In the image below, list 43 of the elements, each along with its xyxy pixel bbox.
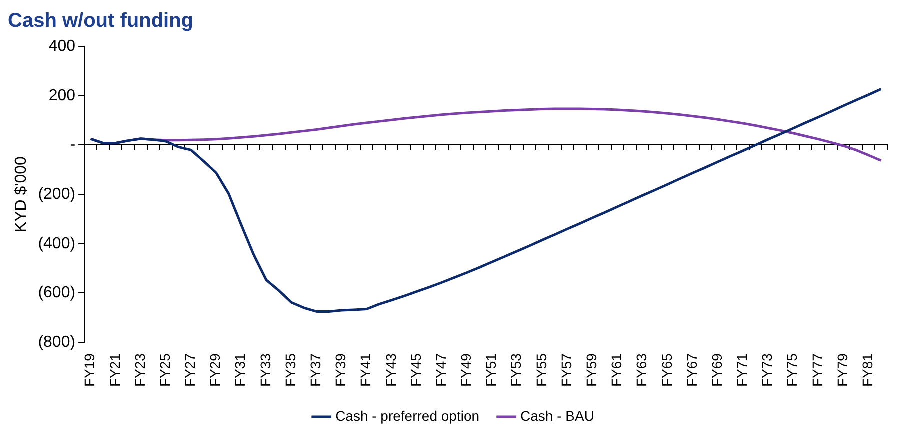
x-tick-label: FY75 [784, 353, 800, 388]
y-tick-label: (200) [38, 186, 76, 203]
x-tick-label: FY21 [106, 353, 123, 388]
x-tick-label: FY49 [458, 353, 474, 388]
y-tick-label: 400 [48, 38, 76, 56]
x-tick-label: FY73 [759, 353, 776, 388]
x-tick-label: FY71 [734, 353, 750, 388]
legend-label: Cash - BAU [520, 408, 594, 424]
x-tick-label: FY33 [257, 353, 274, 388]
x-tick-label: FY23 [132, 353, 148, 388]
y-tick-label: (400) [38, 235, 76, 252]
x-tick-label: FY77 [809, 353, 826, 388]
x-tick-label: FY41 [358, 353, 374, 388]
x-tick-label: FY57 [558, 353, 574, 388]
x-tick-label: FY67 [684, 353, 700, 388]
x-tick-label: FY59 [584, 353, 600, 388]
y-axis-title: KYD $'000 [13, 156, 30, 233]
x-tick-label: FY53 [508, 353, 524, 388]
x-tick-label: FY47 [432, 353, 449, 388]
x-tick-label: FY61 [608, 353, 625, 388]
x-tick-label: FY51 [483, 353, 500, 388]
x-tick-label: FY19 [82, 353, 98, 388]
chart-title: Cash w/out funding [8, 9, 195, 34]
x-tick-label: FY55 [533, 353, 550, 388]
x-tick-label: FY81 [860, 353, 876, 388]
x-tick-label: FY43 [382, 353, 399, 388]
y-tick-label: - [70, 136, 76, 154]
x-tick-label: FY31 [232, 353, 248, 388]
x-tick-label: FY27 [182, 353, 198, 388]
x-tick-label: FY29 [207, 353, 224, 388]
legend-label: Cash - preferred option [336, 408, 480, 424]
x-tick-label: FY25 [156, 353, 173, 388]
x-tick-label: FY39 [332, 353, 349, 388]
x-tick-label: FY37 [308, 353, 324, 388]
x-tick-label: FY63 [634, 353, 650, 388]
x-tick-label: FY69 [708, 353, 725, 388]
x-tick-label: FY65 [658, 353, 675, 388]
x-tick-label: FY35 [282, 353, 298, 388]
x-tick-label: FY45 [408, 353, 424, 388]
y-tick-label: (600) [38, 284, 76, 302]
y-tick-label: 200 [48, 87, 76, 104]
x-tick-label: FY79 [834, 353, 850, 388]
y-tick-label: (800) [38, 334, 76, 351]
